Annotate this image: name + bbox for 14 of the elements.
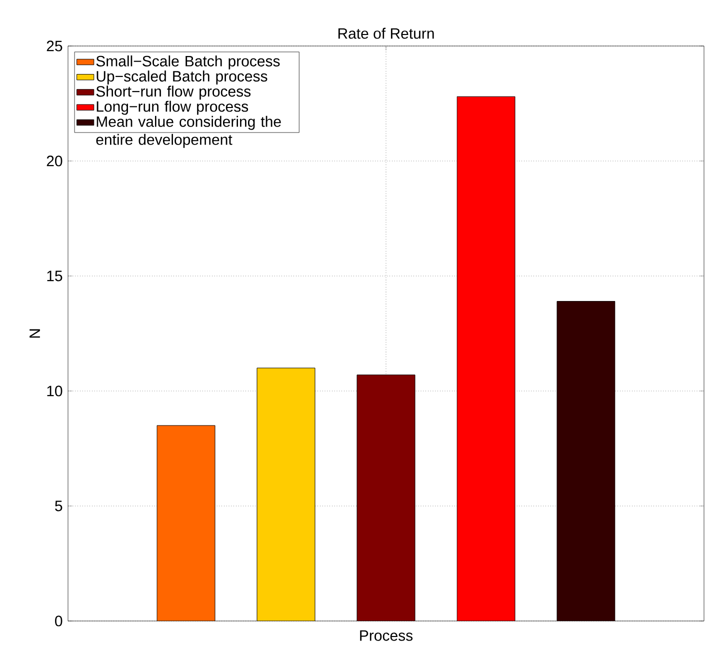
legend-label: Mean value considering the entire developement bbox=[96, 116, 281, 148]
legend-label: Long−run flow process bbox=[96, 100, 248, 115]
legend-label: Short−run flow process bbox=[96, 86, 251, 100]
y-tick-label: 15 bbox=[47, 270, 62, 282]
y-tick-label: 25 bbox=[46, 40, 62, 52]
legend-label: Up−scaled Batch process bbox=[96, 70, 268, 85]
y-tick-label: 10 bbox=[47, 386, 62, 396]
chart-title: Rate of Return bbox=[338, 28, 434, 39]
y-axis-title: N bbox=[30, 329, 40, 338]
x-axis-title: Process bbox=[360, 630, 413, 641]
y-tick-label: 20 bbox=[46, 156, 62, 166]
y-tick-label: 5 bbox=[55, 500, 62, 512]
y-tick-label: 0 bbox=[55, 616, 62, 626]
legend-label: Small−Scale Batch process bbox=[96, 55, 280, 70]
